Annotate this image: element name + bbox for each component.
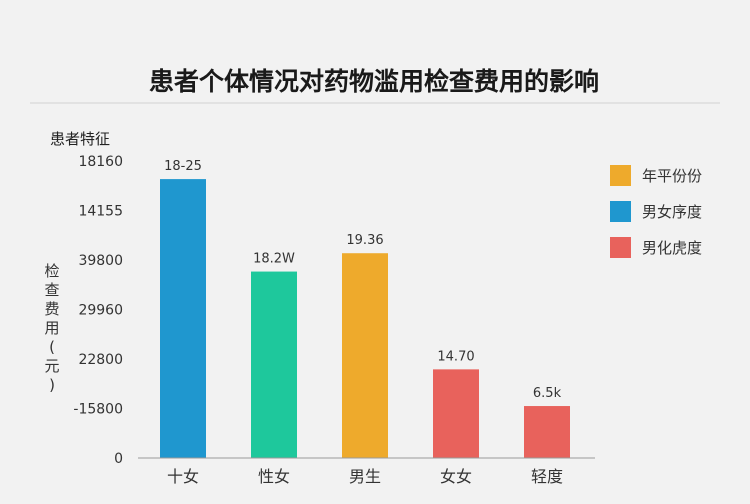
y-tick-label: 39800 [78, 253, 123, 269]
x-tick-label: 十女 [167, 467, 199, 486]
legend-swatch [610, 237, 631, 258]
y-axis-label-char: 元 [44, 357, 59, 375]
x-tick-label: 轻度 [531, 467, 563, 486]
y-tick-label: 22800 [78, 352, 123, 368]
y-tick-label: 14155 [78, 204, 123, 220]
x-axis-ticks: 十女 性女 男生 女女 轻度 [167, 467, 563, 486]
bar-value-label: 19.36 [346, 233, 383, 248]
bar-value-label: 14.70 [437, 349, 474, 364]
bars [160, 179, 570, 458]
bar-value-labels: 18-25 18.2W 19.36 14.70 6.5k [164, 159, 561, 401]
y-tick-label: 18160 [78, 154, 123, 170]
chart-subtitle: 患者特征 [50, 130, 110, 148]
y-axis-label: 检查费用(元) [44, 262, 59, 394]
y-tick-label: 0 [114, 451, 123, 467]
bar [251, 271, 297, 458]
legend-swatch [610, 165, 631, 186]
legend-label: 男女序度 [642, 203, 702, 221]
y-axis-label-char: 查 [44, 281, 59, 299]
y-tick-label: -15800 [73, 402, 123, 418]
y-axis-ticks: 0 -15800 22800 29960 39800 14155 18160 [73, 154, 123, 467]
y-axis-label-char: ) [49, 376, 55, 394]
y-axis-label-char: 费 [44, 300, 59, 318]
x-tick-label: 男生 [349, 467, 381, 486]
chart-title: 患者个体情况对药物滥用检查费用的影响 [149, 67, 599, 96]
x-tick-label: 女女 [440, 467, 472, 486]
x-tick-label: 性女 [258, 467, 290, 486]
bar [524, 406, 570, 458]
bar-value-label: 18-25 [164, 159, 202, 174]
legend-label: 年平份份 [642, 167, 702, 185]
bar-value-label: 18.2W [253, 252, 295, 267]
bar [160, 179, 206, 458]
y-axis-label-char: 用 [44, 319, 59, 337]
y-tick-label: 29960 [78, 303, 123, 319]
y-axis-label-char: 检 [44, 262, 59, 280]
y-axis-label-char: ( [49, 338, 55, 356]
bar-value-label: 6.5k [533, 386, 562, 401]
bar [433, 369, 479, 458]
bar [342, 253, 388, 458]
legend-swatch [610, 201, 631, 222]
legend-label: 男化虎度 [642, 239, 702, 257]
